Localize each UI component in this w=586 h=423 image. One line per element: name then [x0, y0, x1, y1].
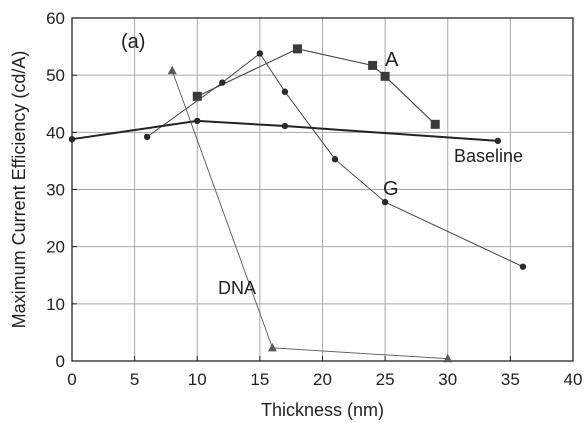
- y-tick-label: 20: [46, 238, 65, 257]
- series-line-a: [197, 48, 436, 125]
- data-point-a: [368, 60, 378, 70]
- y-tick-label: 40: [46, 123, 65, 142]
- y-axis-title: Maximum Current Efficiency (cd/A): [9, 51, 29, 329]
- data-point-g: [143, 133, 151, 141]
- x-tick-label: 40: [564, 370, 583, 389]
- data-point-dna: [267, 342, 277, 352]
- data-point-g: [219, 79, 226, 86]
- x-tick-label: 0: [67, 370, 76, 389]
- series-line-baseline: [71, 119, 498, 142]
- axes: 0 5 10 15 20 25 30 35 40 0 10 20 30 40 50 60 Thickness (…: [9, 9, 582, 420]
- series-label-a: A: [385, 49, 399, 71]
- y-tick-label: 50: [46, 66, 65, 85]
- x-axis-title: Thickness (nm): [261, 400, 384, 420]
- x-tick-label: 20: [313, 370, 332, 389]
- x-tick-label: 30: [438, 370, 457, 389]
- data-point-baseline: [194, 117, 201, 125]
- data-point-g: [256, 50, 264, 57]
- series-label-dna: DNA: [218, 278, 256, 298]
- data-point-dna: [443, 353, 453, 363]
- series-line-dna: [171, 70, 448, 360]
- data-point-g: [519, 263, 527, 270]
- x-tick-label: 25: [376, 370, 395, 389]
- series-label-baseline: Baseline: [454, 146, 523, 166]
- series-group: [68, 44, 527, 363]
- labels: A G Baseline DNA (a): [121, 31, 523, 298]
- data-point-baseline: [281, 122, 289, 130]
- panel-label: (a): [121, 31, 145, 53]
- x-tick-label: 35: [501, 370, 520, 389]
- x-tick-label: 10: [188, 370, 207, 389]
- data-point-a: [430, 119, 440, 129]
- y-tick-label: 30: [46, 181, 65, 200]
- data-point-baseline: [494, 137, 502, 145]
- data-point-baseline: [68, 135, 76, 143]
- data-point-g: [331, 156, 339, 163]
- series-label-g: G: [383, 178, 399, 200]
- data-point-g: [381, 198, 389, 206]
- x-tick-label: 15: [250, 370, 269, 389]
- y-tick-label: 0: [56, 352, 65, 371]
- data-point-g: [281, 88, 289, 95]
- x-tick-label: 5: [130, 370, 139, 389]
- y-tick-label: 10: [46, 295, 65, 314]
- data-point-dna: [167, 65, 177, 75]
- data-point-a: [192, 91, 202, 101]
- y-tick-label: 60: [46, 9, 65, 28]
- data-point-a: [292, 44, 302, 54]
- grid: [72, 18, 573, 361]
- data-point-a: [380, 71, 390, 81]
